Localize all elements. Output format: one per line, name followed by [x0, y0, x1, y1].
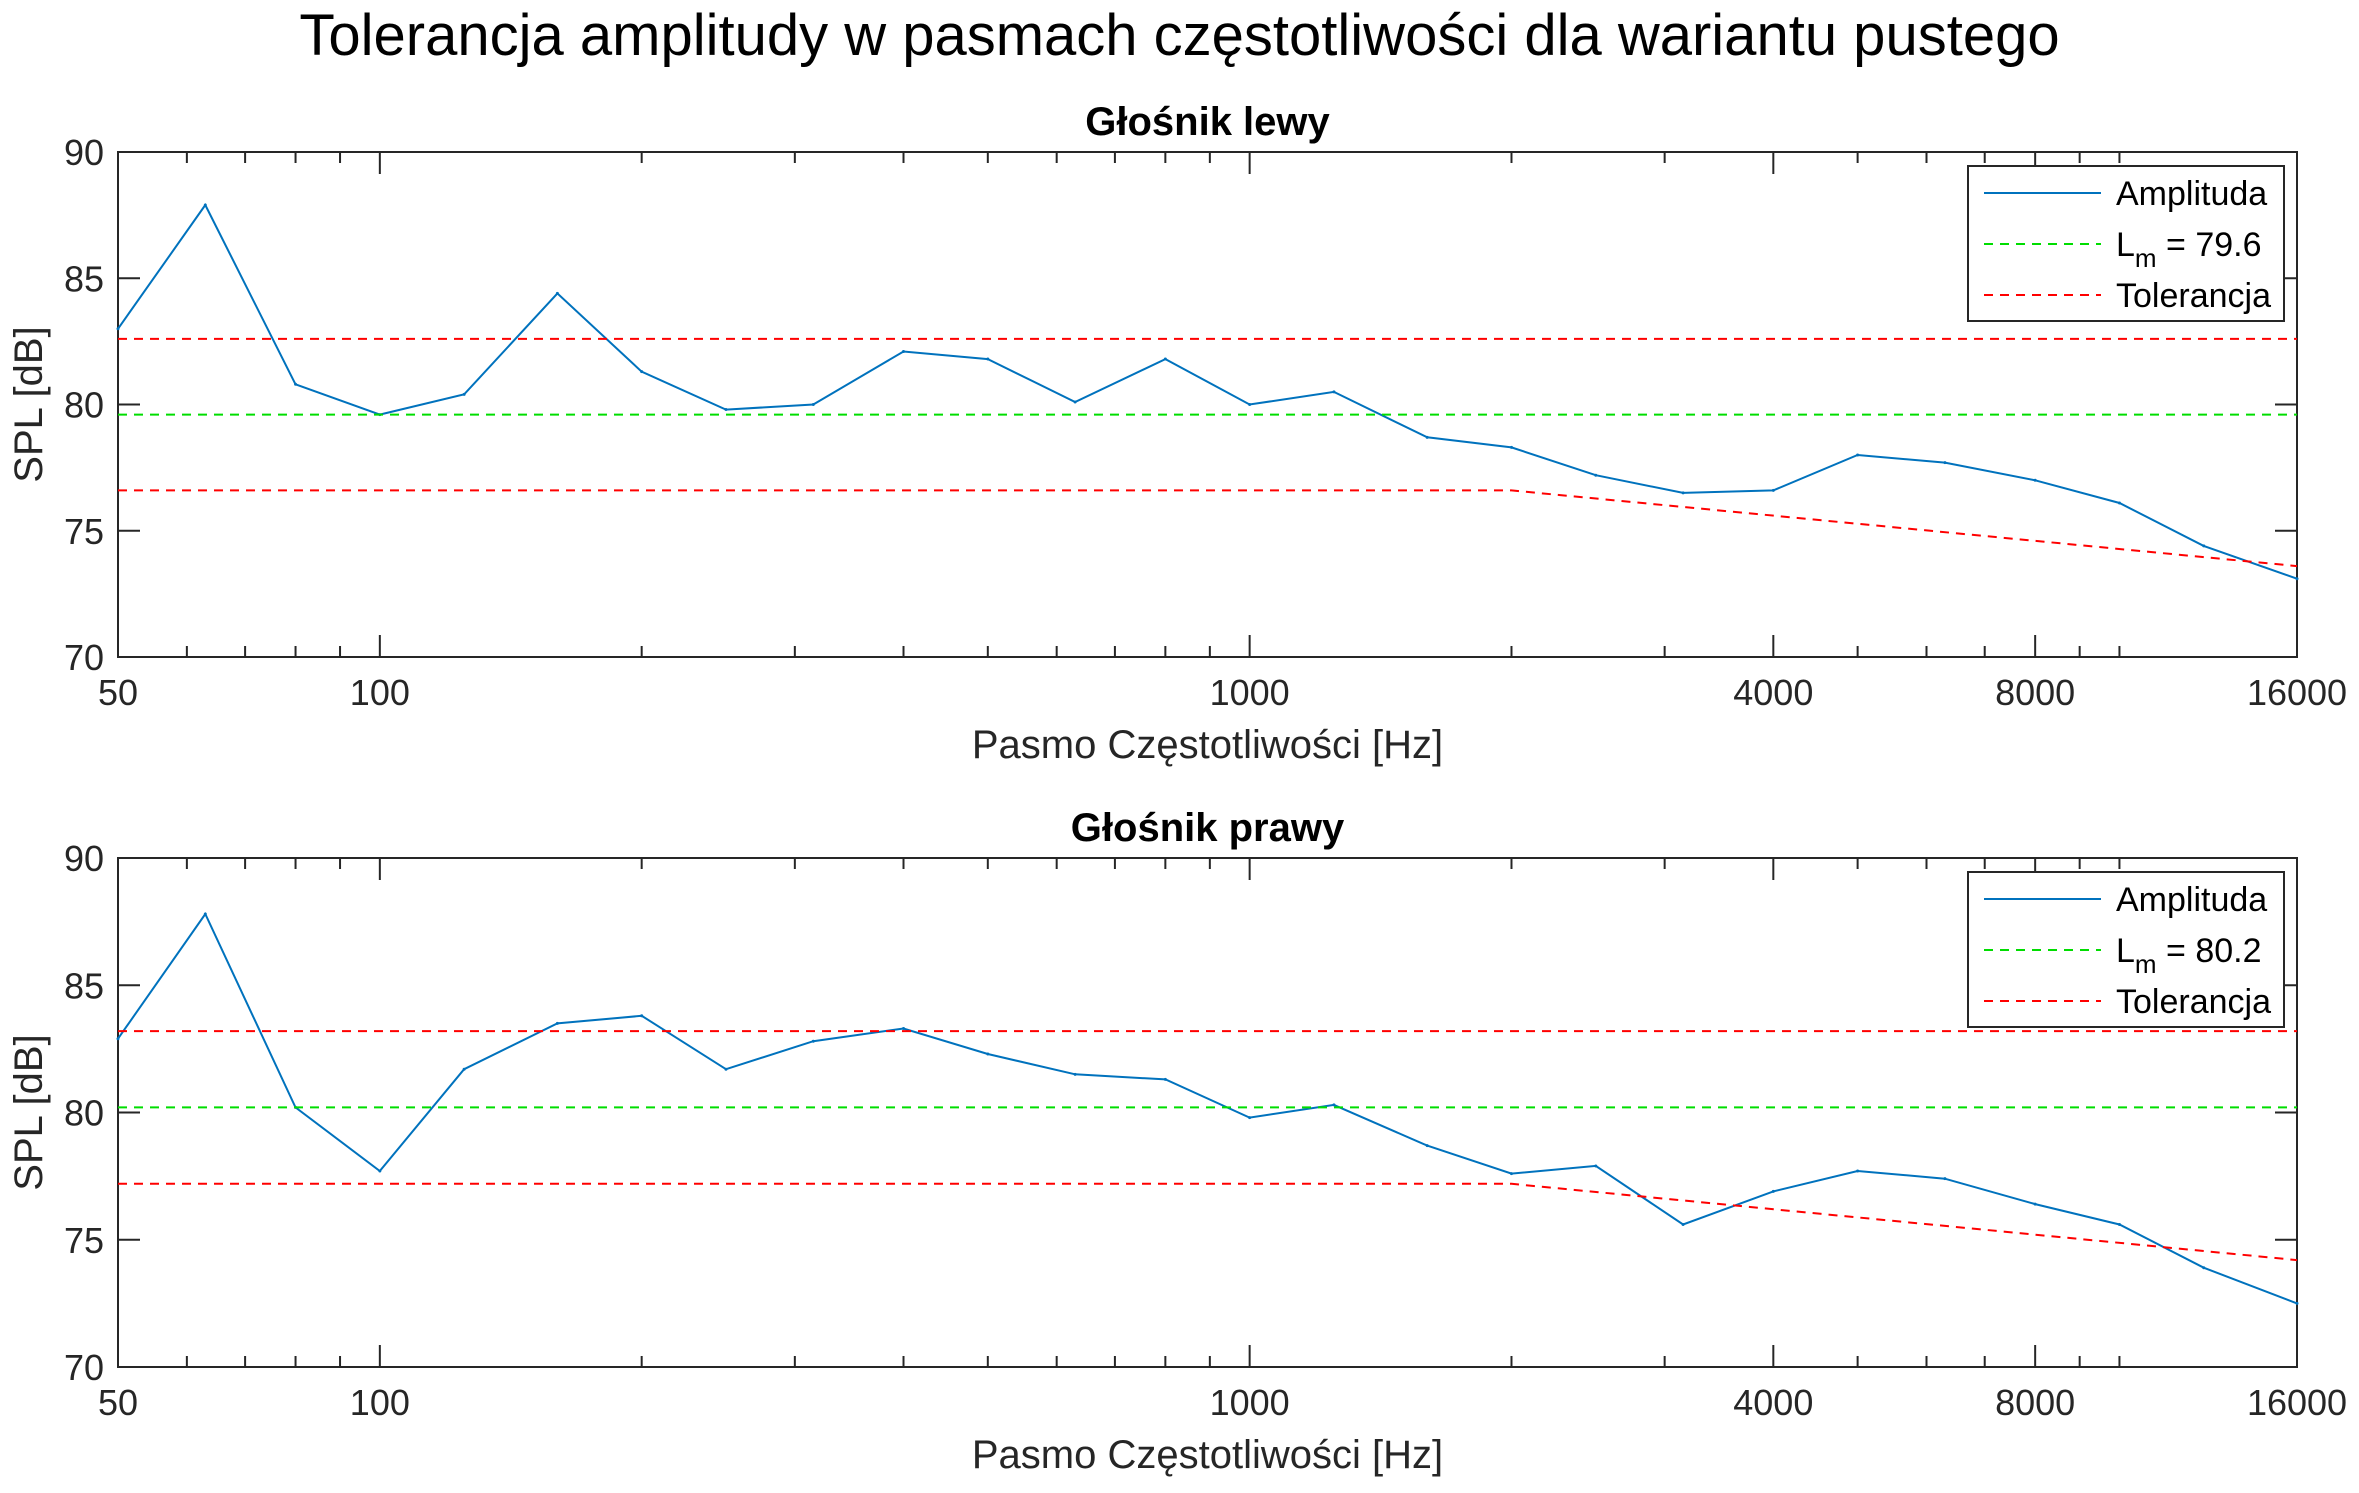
chart-1-title: Głośnik lewy: [1085, 100, 1330, 144]
chart-2-legend-label: Lm = 80.2: [2116, 932, 2262, 979]
chart-1-legend-label: Tolerancja: [2116, 277, 2271, 315]
chart-2-series-1-point: [1073, 1072, 1077, 1076]
chart-2-series-1-point: [1943, 1177, 1947, 1181]
chart-2-series-1-line: [117, 912, 2298, 1305]
chart-2-series-1-point: [1163, 1077, 1167, 1081]
chart-2-series-1-point: [2117, 1222, 2121, 1226]
chart-2-series-1-point: [1332, 1103, 1336, 1107]
chart-2-y-tick-label: 80: [64, 1093, 104, 1134]
chart-1-series-1-point: [2033, 478, 2037, 482]
chart-1-y-tick-label: 70: [64, 637, 104, 678]
chart-1-series-1-line: [117, 203, 2298, 580]
chart-1-series-1-point: [2117, 501, 2121, 505]
chart-2-series-1-point: [2295, 1301, 2299, 1305]
chart-2-title: Głośnik prawy: [1071, 806, 1345, 850]
chart-2-x-tick-label: 100: [350, 1382, 410, 1423]
chart-1-series-1-point: [555, 291, 559, 295]
chart-1-series-1-point: [1248, 403, 1252, 406]
chart-1-series-1-point: [1771, 488, 1775, 492]
chart-1-x-tick-label: 1000: [1210, 672, 1290, 713]
chart-2-series-1-point: [2033, 1202, 2037, 1206]
chart-2-series-1-point: [462, 1067, 466, 1071]
chart-2-y-tick-label: 75: [64, 1220, 104, 1261]
chart-1-series-1-point: [1332, 390, 1336, 394]
chart-2-x-tick-label: 50: [98, 1382, 138, 1423]
chart-1-series-1-point: [640, 370, 644, 374]
chart-1-legend: Amplituda Lm = 79.6 Tolerancja: [1967, 165, 2285, 322]
chart-1-series-1-point: [724, 408, 728, 412]
chart-1-series-1-point: [1594, 473, 1598, 477]
chart-1-legend-label: Lm = 79.6: [2116, 226, 2262, 273]
chart-1-series-1-point: [462, 392, 466, 396]
chart-1-x-tick-label: 4000: [1733, 672, 1813, 713]
figure-title: Tolerancja amplitudy w pasmach częstotli…: [299, 3, 2060, 68]
chart-1-series-1-point: [116, 327, 120, 331]
chart-2-y-tick-label: 70: [64, 1347, 104, 1388]
chart-2-y-tick-label: 85: [64, 965, 104, 1006]
chart-2-legend-label: Amplituda: [2116, 881, 2267, 919]
chart-2-series-1-point: [1248, 1116, 1252, 1120]
chart-1-series-1-point: [811, 403, 815, 406]
chart-1-plot: 50 100 1000 4000 8000 16000 70 75 80 85 90 Pasmo Cz…: [7, 100, 2347, 767]
chart-1-y-tick-label: 75: [64, 511, 104, 552]
chart-1-x-tick-label: 8000: [1995, 672, 2075, 713]
chart-1-legend-label: Amplituda: [2116, 175, 2267, 213]
chart-1-series-1-point: [1943, 461, 1947, 465]
chart-2-series-1-point: [811, 1039, 815, 1043]
chart-1-series-1-point: [1509, 445, 1513, 449]
chart-1-series-1-point: [203, 203, 207, 207]
chart-2-x-axis-label: Pasmo Częstotliwości [Hz]: [972, 1433, 1443, 1477]
chart-1-series-4-line: [118, 489, 2298, 568]
chart-1-x-tick-label: 100: [350, 672, 410, 713]
chart-2-series-1-point: [378, 1169, 382, 1173]
chart-1-series-1-point: [1425, 435, 1429, 439]
chart-2-series-1-point: [1509, 1172, 1513, 1176]
chart-2-x-tick-label: 1000: [1210, 1382, 1290, 1423]
chart-2-x-tick-label: 16000: [2247, 1382, 2347, 1423]
chart-1-x-tick-label: 16000: [2247, 672, 2347, 713]
chart-2-x-tick-label: 8000: [1995, 1382, 2075, 1423]
chart-1-series-1-point: [1073, 400, 1077, 404]
chart-1-x-axis-label: Pasmo Częstotliwości [Hz]: [972, 723, 1443, 767]
chart-2-series-1-point: [555, 1021, 559, 1025]
chart-1-series-1-point: [1856, 453, 1860, 457]
chart-2-y-axis-label: SPL [dB]: [7, 1034, 51, 1190]
chart-2-legend-label: Tolerancja: [2116, 983, 2271, 1021]
chart-1-series-1-point: [1163, 357, 1167, 361]
chart-2-x-tick-label: 4000: [1733, 1382, 1813, 1423]
chart-2-y-tick-label: 90: [64, 838, 104, 879]
chart-2-series-1-point: [1856, 1169, 1860, 1173]
chart-2-series-1-point: [986, 1052, 990, 1056]
chart-1-y-tick-label: 80: [64, 385, 104, 426]
chart-2-legend: Amplituda Lm = 80.2 Tolerancja: [1967, 871, 2285, 1028]
chart-1-y-tick-label: 90: [64, 132, 104, 173]
chart-2-series-1-point: [2202, 1266, 2206, 1270]
chart-1-series-1-point: [1681, 491, 1685, 495]
chart-2-series-1-point: [116, 1037, 120, 1041]
chart-2-series-1-point: [1594, 1164, 1598, 1168]
chart-1-series-1-point: [294, 382, 298, 386]
chart-1-x-tick-label: 50: [98, 672, 138, 713]
chart-1-y-axis-label: SPL [dB]: [7, 326, 51, 482]
chart-2-series-1-point: [724, 1067, 728, 1071]
chart-1-series-1-point: [2295, 577, 2299, 581]
chart-2-series-1-point: [640, 1014, 644, 1018]
chart-2-series-1-point: [203, 912, 207, 916]
chart-1-series-1-point: [902, 349, 906, 353]
chart-2-series-1-point: [902, 1027, 906, 1031]
chart-2-series-4-line: [118, 1182, 2298, 1262]
chart-2-series-1-point: [1681, 1222, 1685, 1226]
chart-2-series-1-point: [1771, 1189, 1775, 1193]
chart-2-plot: 50 100 1000 4000 8000 16000 70 75 80 85 90 Pasmo Cz…: [7, 806, 2347, 1477]
chart-2-series-1-point: [1425, 1144, 1429, 1148]
chart-1-series-1-point: [986, 357, 990, 361]
chart-1-y-tick-label: 85: [64, 258, 104, 299]
chart-1-series-1-point: [2202, 544, 2206, 548]
